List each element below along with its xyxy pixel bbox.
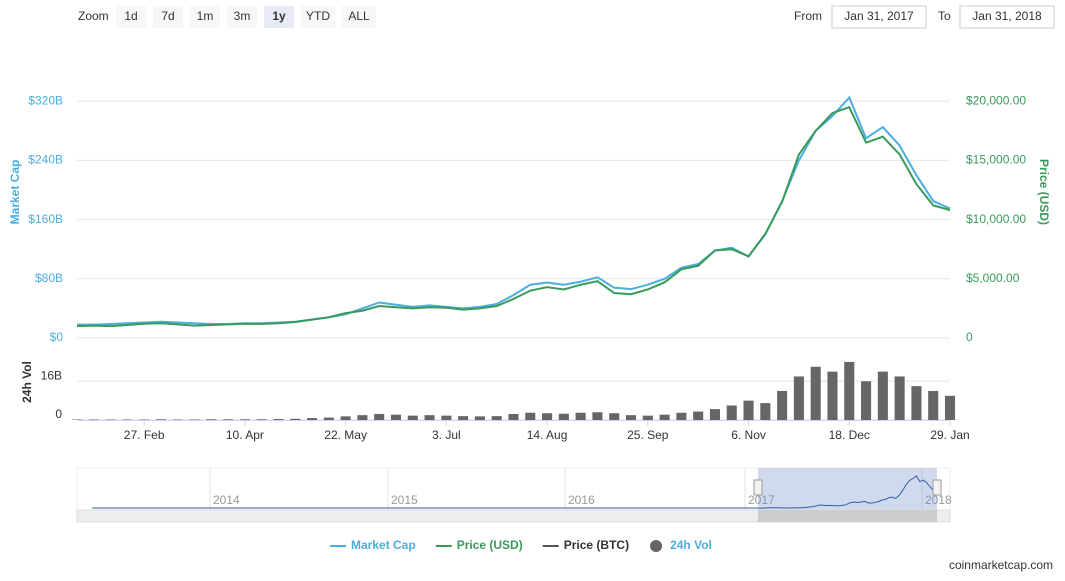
zoom-button-label[interactable]: YTD (306, 9, 330, 23)
volume-bar (357, 415, 367, 420)
x-tick-label: 29. Jan (930, 428, 969, 442)
to-label: To (938, 9, 951, 23)
y2-tick-label: 0 (966, 330, 973, 344)
volume-bar (643, 416, 653, 420)
volume-bar (257, 419, 267, 420)
volume-bar (911, 386, 921, 420)
y-tick-label: $240B (28, 153, 63, 167)
volume-bar (844, 362, 854, 420)
volume-bar (592, 412, 602, 420)
volume-bar (878, 372, 888, 420)
y2-tick-label: $5,000.00 (966, 271, 1020, 285)
vol-tick-label: 16B (41, 368, 62, 382)
x-tick-label: 18. Dec (829, 428, 870, 442)
volume-bar (492, 416, 502, 420)
volume-bar (559, 414, 569, 420)
volume-bar (307, 418, 317, 420)
x-tick-label: 25. Sep (627, 428, 669, 442)
volume-bar (290, 419, 300, 420)
zoom-button-label[interactable]: 1m (197, 9, 214, 23)
zoom-label: Zoom (78, 9, 109, 23)
y2-tick-label: $15,000.00 (966, 153, 1026, 167)
navigator-year: 2016 (568, 493, 595, 507)
volume-bar (693, 412, 703, 420)
volume-bar (408, 416, 418, 420)
zoom-button-label[interactable]: 3m (234, 9, 251, 23)
volume-bar (609, 413, 619, 420)
legend-label[interactable]: Price (USD) (457, 538, 523, 552)
to-date[interactable]: Jan 31, 2018 (972, 9, 1042, 23)
volume-bar (727, 405, 737, 420)
volume-bar (676, 413, 686, 420)
y-tick-label: $0 (50, 330, 64, 344)
y-axis-title: Market Cap (8, 160, 22, 225)
navigator-year: 2015 (391, 493, 418, 507)
volume-bar (744, 401, 754, 420)
y-tick-label: $80B (35, 271, 63, 285)
from-date[interactable]: Jan 31, 2017 (844, 9, 914, 23)
credit: coinmarketcap.com (949, 558, 1053, 572)
volume-bar (425, 415, 435, 420)
navigator-year: 2014 (213, 493, 240, 507)
x-tick-label: 14. Aug (527, 428, 568, 442)
volume-bar (374, 414, 384, 420)
volume-bar (206, 419, 216, 420)
volume-bar (324, 418, 334, 420)
vol-tick-label: 0 (55, 407, 62, 421)
from-label: From (794, 9, 822, 23)
y-tick-label: $160B (28, 212, 63, 226)
volume-bar (760, 403, 770, 420)
volume-bar (223, 419, 233, 420)
volume-bar (928, 391, 938, 420)
volume-bar (240, 419, 250, 420)
volume-bar (777, 391, 787, 420)
y-tick-label: $320B (28, 93, 63, 107)
volume-bar (475, 416, 485, 420)
volume-bar (626, 415, 636, 420)
volume-bar (576, 413, 586, 420)
navigator-handle[interactable] (754, 480, 762, 495)
x-tick-label: 10. Apr (226, 428, 264, 442)
volume-bar (861, 381, 871, 420)
zoom-button-label[interactable]: 7d (161, 9, 174, 23)
legend-symbol[interactable] (650, 540, 662, 552)
navigator-handle[interactable] (933, 480, 941, 495)
volume-bar (660, 415, 670, 420)
y2-tick-label: $20,000.00 (966, 93, 1026, 107)
volume-bar (341, 416, 351, 420)
volume-bar (458, 416, 468, 420)
volume-bar (391, 415, 401, 420)
series-line (77, 107, 950, 326)
volume-bar (441, 416, 451, 420)
volume-bar (794, 376, 804, 420)
x-tick-label: 3. Jul (432, 428, 461, 442)
zoom-button-label[interactable]: 1d (124, 9, 137, 23)
y2-axis-title: Price (USD) (1037, 159, 1051, 225)
volume-bar (827, 372, 837, 420)
zoom-button-label[interactable]: 1y (272, 9, 286, 23)
vol-axis-title: 24h Vol (20, 361, 34, 403)
volume-bar (508, 414, 518, 420)
x-tick-label: 6. Nov (731, 428, 766, 442)
volume-bar (945, 396, 955, 420)
volume-bar (542, 413, 552, 420)
volume-bar (895, 376, 905, 420)
zoom-button-label[interactable]: ALL (348, 9, 370, 23)
volume-bar (525, 413, 535, 420)
scrollbar-thumb[interactable] (758, 510, 937, 522)
volume-bar (710, 409, 720, 420)
volume-bar (273, 419, 283, 420)
legend-label[interactable]: Price (BTC) (564, 538, 629, 552)
volume-bar (811, 367, 821, 420)
legend-label[interactable]: Market Cap (351, 538, 416, 552)
x-tick-label: 27. Feb (124, 428, 165, 442)
y2-tick-label: $10,000.00 (966, 212, 1026, 226)
volume-bar (156, 419, 166, 420)
x-tick-label: 22. May (324, 428, 367, 442)
series-line (77, 98, 950, 325)
legend-label[interactable]: 24h Vol (670, 538, 712, 552)
